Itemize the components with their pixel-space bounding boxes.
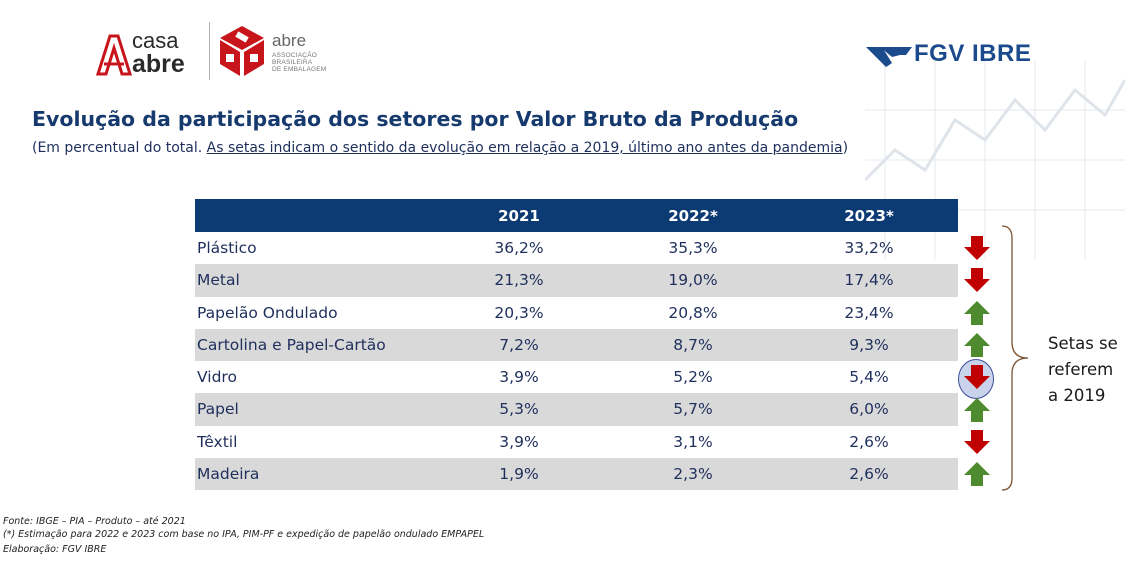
background-chart-decoration	[865, 60, 1125, 260]
cell-2022: 5,2%	[673, 368, 713, 387]
cell-2023: 9,3%	[849, 335, 889, 354]
arrow-down-icon	[964, 365, 990, 390]
cell-2021: 36,2%	[494, 239, 544, 257]
subtitle-suffix: )	[842, 140, 849, 156]
footer-notes: Fonte: IBGE – PIA – Produto – até 2021 (…	[3, 516, 484, 557]
data-table: 2021 2022* 2023* Plástico 36,2% 35,3% 33…	[195, 199, 958, 491]
abre-cube-icon	[220, 26, 264, 76]
abre-logo: abre ASSOCIAÇÃO BRASILEIRA DE EMBALAGEM	[216, 24, 336, 80]
cell-2021: 20,3%	[494, 303, 544, 322]
cell-2023: 6,0%	[849, 400, 889, 419]
arrow-up-icon	[964, 397, 990, 422]
arrow-up-icon	[964, 332, 990, 357]
cell-2021: 3,9%	[499, 432, 539, 451]
cell-2023: 5,4%	[849, 368, 889, 387]
table-row: Metal 21,3% 19,0% 17,4%	[195, 264, 958, 297]
cell-2023: 33,2%	[844, 239, 894, 257]
row-label: Cartolina e Papel-Cartão	[197, 335, 386, 354]
fgv-ibre-logo: FGV IBRE	[866, 40, 1046, 70]
cell-2021: 21,3%	[494, 271, 544, 290]
table-row: Vidro 3,9% 5,2% 5,4%	[195, 361, 958, 393]
cell-2022: 5,7%	[673, 400, 713, 419]
cell-2023: 2,6%	[849, 432, 889, 451]
subtitle-prefix: (Em percentual do total.	[32, 140, 207, 156]
row-label: Metal	[197, 271, 240, 290]
row-label: Plástico	[197, 239, 257, 257]
abre-sub-line: ASSOCIAÇÃO	[272, 52, 317, 59]
cell-2022: 2,3%	[673, 465, 713, 484]
header-2021: 2021	[498, 207, 540, 225]
cell-2022: 19,0%	[668, 271, 718, 290]
cell-2022: 3,1%	[673, 432, 713, 451]
table-row: Papel 5,3% 5,7% 6,0%	[195, 393, 958, 426]
table-row: Madeira 1,9% 2,3% 2,6%	[195, 458, 958, 491]
table-row: Papelão Ondulado 20,3% 20,8% 23,4%	[195, 297, 958, 329]
abre-subtitle: ASSOCIAÇÃO BRASILEIRA DE EMBALAGEM	[272, 52, 342, 73]
arrow-down-icon	[964, 429, 990, 454]
footer-source: Fonte: IBGE – PIA – Produto – até 2021	[3, 516, 186, 527]
header-2022: 2022*	[668, 207, 718, 225]
cell-2021: 5,3%	[499, 400, 539, 419]
arrows-note: Setas se referem a 2019	[1048, 334, 1118, 405]
page-subtitle: (Em percentual do total. As setas indica…	[32, 140, 848, 156]
abre-sub-line: DE EMBALAGEM	[272, 66, 327, 73]
row-label: Papel	[197, 400, 239, 419]
table-row: Têxtil 3,9% 3,1% 2,6%	[195, 426, 958, 458]
fgv-text: FGV IBRE	[914, 40, 1032, 67]
cell-2023: 2,6%	[849, 465, 889, 484]
casa-text: casa	[132, 28, 179, 53]
footer-elaboration: Elaboração: FGV IBRE	[3, 544, 107, 555]
arrow-down-icon	[964, 268, 990, 293]
fgv-mark-icon	[866, 47, 912, 67]
abre-text: abre	[132, 50, 185, 78]
row-label: Papelão Ondulado	[197, 303, 338, 322]
cell-2021: 1,9%	[499, 465, 539, 484]
cell-2022: 8,7%	[673, 335, 713, 354]
right-brace	[1001, 225, 1029, 491]
table-row: Cartolina e Papel-Cartão 7,2% 8,7% 9,3%	[195, 328, 958, 362]
cell-2021: 7,2%	[499, 335, 539, 354]
subtitle-underlined: As setas indicam o sentido da evolução e…	[206, 140, 843, 156]
cell-2021: 3,9%	[499, 368, 539, 387]
header-2023: 2023*	[844, 207, 894, 225]
table-header: 2021 2022* 2023*	[195, 199, 958, 232]
cell-2022: 20,8%	[668, 303, 718, 322]
casa-abre-mark-icon	[96, 34, 132, 76]
footer-estimate: (*) Estimação para 2022 e 2023 com base …	[3, 528, 485, 540]
arrow-down-icon	[964, 236, 990, 260]
cell-2023: 23,4%	[844, 303, 894, 322]
abre-sub-line: BRASILEIRA	[272, 59, 313, 66]
cell-2023: 17,4%	[844, 271, 894, 290]
row-label: Madeira	[197, 465, 260, 484]
row-label: Têxtil	[197, 432, 238, 451]
cell-2022: 35,3%	[668, 239, 718, 257]
arrow-up-icon	[964, 300, 990, 325]
row-label: Vidro	[197, 368, 237, 387]
abre-word: abre	[272, 31, 307, 50]
casa-abre-logo: casa abre	[96, 28, 216, 78]
logo-divider	[209, 22, 210, 80]
table-row: Plástico 36,2% 35,3% 33,2%	[195, 232, 958, 264]
arrow-up-icon	[964, 462, 990, 487]
page-title: Evolução da participação dos setores por…	[32, 107, 799, 131]
